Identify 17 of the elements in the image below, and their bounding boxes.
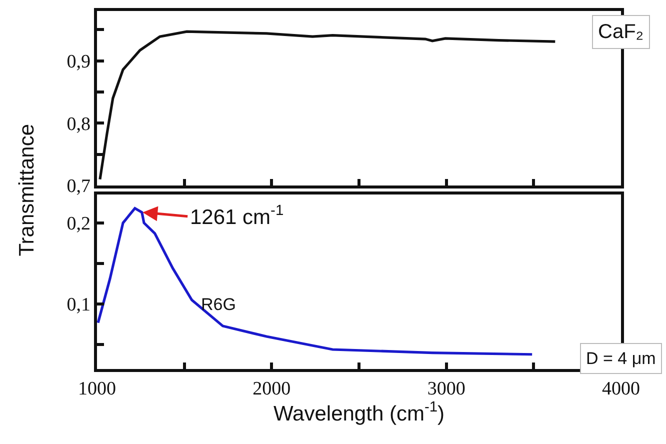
y-tick-label: 0,8	[66, 114, 90, 135]
y-tick-label: 0,9	[66, 52, 90, 73]
line-series	[98, 30, 556, 181]
x-tick-label: 2000	[252, 378, 291, 400]
y-tick-label: 0,1	[66, 294, 90, 316]
y-tick-label: 0,7	[66, 176, 90, 198]
annotation: D = 4 μm	[586, 349, 656, 368]
y-tick-label: 0,2	[66, 214, 90, 235]
x-tick-label: 1000	[78, 378, 116, 400]
text: CaF₂	[598, 21, 644, 43]
series-label: R6G	[201, 295, 236, 314]
x-tick-label: 4000	[602, 378, 640, 400]
x-tick-label: 3000	[427, 378, 466, 400]
x-axis-title: Wavelength (cm$^{-1}$)	[274, 400, 444, 426]
annotation: 1261 cm$^{-1}$	[190, 203, 284, 229]
y-axis-title: Transmittance	[15, 124, 38, 256]
line-series	[97, 206, 534, 356]
